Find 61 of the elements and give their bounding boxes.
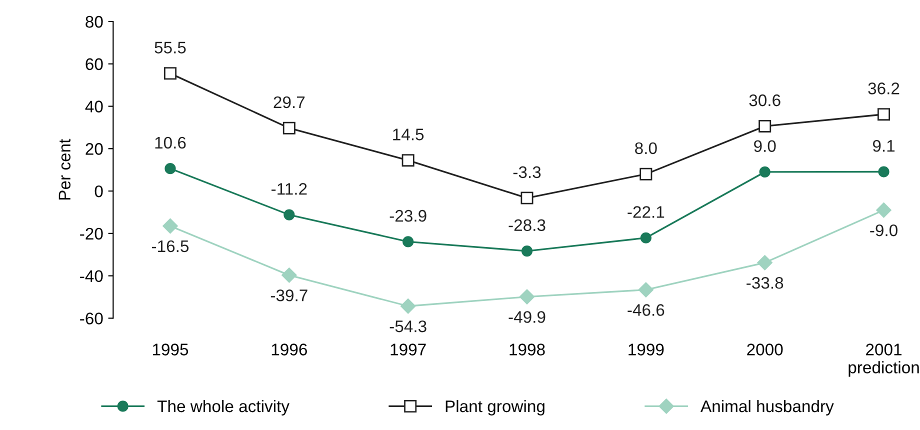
point	[402, 236, 414, 248]
x-tick-label: 1997	[390, 344, 426, 356]
point	[520, 192, 534, 204]
data-label: 10.6	[155, 136, 186, 149]
y-tick-label: 20	[86, 143, 103, 155]
y-tick-label: 60	[86, 58, 103, 70]
point	[162, 218, 178, 234]
data-label: 8.0	[635, 142, 657, 154]
point	[164, 67, 176, 80]
data-label: -23.9	[390, 210, 426, 222]
point	[402, 154, 414, 167]
point	[284, 209, 295, 220]
y-axis-title: Per cent	[58, 138, 70, 200]
data-label: 29.7	[274, 96, 305, 108]
y-tick-label: -20	[80, 228, 103, 240]
data-label: -39.7	[270, 290, 308, 302]
x-tick-label: 1995	[152, 344, 188, 356]
point	[521, 245, 533, 257]
legend-label: Plant growing	[446, 400, 544, 416]
data-label: 55.5	[154, 42, 186, 54]
data-label: -46.6	[628, 304, 664, 316]
point	[400, 298, 416, 314]
point	[758, 120, 772, 132]
data-label: -22.1	[628, 206, 664, 218]
x-tick-label: 2000	[747, 344, 783, 356]
point	[876, 202, 892, 218]
y-tick-label: 40	[85, 100, 103, 112]
data-label: -16.5	[152, 240, 189, 252]
point	[638, 282, 654, 298]
data-label: -9.0	[870, 224, 898, 236]
data-label: -28.3	[508, 219, 546, 232]
point	[164, 163, 176, 174]
point	[519, 289, 535, 304]
y-tick-label: -40	[80, 270, 103, 282]
data-label: -3.3	[513, 166, 541, 178]
x-tick-label: 1996	[272, 344, 307, 356]
x-tick-label: 1999	[628, 344, 664, 356]
point	[757, 255, 772, 270]
y-tick-label: 0	[94, 185, 103, 198]
data-label: 14.5	[393, 128, 424, 140]
point	[282, 122, 296, 134]
y-tick-label: -60	[80, 312, 103, 324]
point	[640, 232, 652, 244]
point	[640, 168, 652, 180]
data-label: -54.3	[390, 320, 426, 332]
legend-label: Animal husbandry	[700, 400, 834, 416]
point	[759, 166, 770, 178]
data-label: -11.2	[272, 183, 307, 195]
point	[282, 268, 297, 283]
data-label: 9.0	[754, 140, 776, 152]
legend-label: The whole activity	[157, 400, 290, 416]
x-tick-label: 2001 prediction	[848, 344, 919, 377]
point	[878, 166, 890, 178]
y-tick-label: 80	[86, 16, 103, 28]
x-tick-label: 1998	[510, 344, 545, 356]
data-label: -33.8	[746, 277, 784, 289]
data-label: -49.9	[508, 311, 546, 323]
data-label: 30.6	[749, 94, 780, 106]
point	[878, 108, 890, 121]
data-label: 9.1	[872, 140, 895, 152]
data-label: 36.2	[868, 82, 900, 94]
